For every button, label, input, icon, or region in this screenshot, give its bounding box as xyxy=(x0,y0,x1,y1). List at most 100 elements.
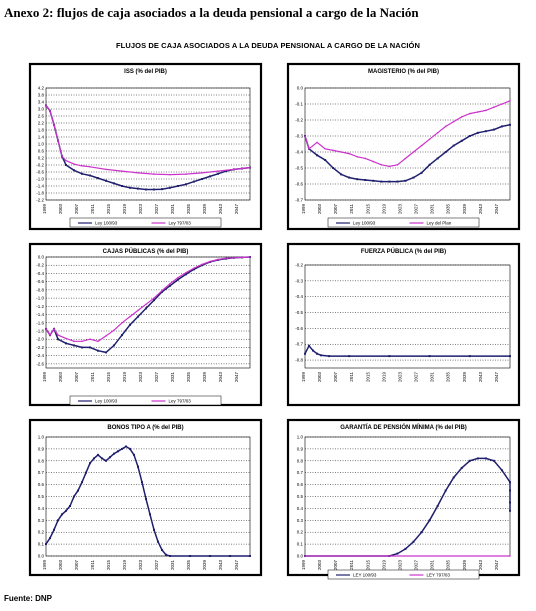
plot-area xyxy=(45,256,251,369)
data-point xyxy=(65,164,67,166)
y-tick-label: 0.0 xyxy=(297,86,304,91)
data-point xyxy=(97,177,99,180)
x-tick-label: 1999 xyxy=(301,372,306,383)
y-tick-label: -0.2 xyxy=(36,263,44,268)
x-tick-label: 1999 xyxy=(42,204,47,215)
data-point xyxy=(121,447,123,450)
x-tick-label: 2039 xyxy=(202,372,207,383)
legend-label: Ley del Plan xyxy=(427,221,452,226)
y-tick-label: -0.4 xyxy=(295,150,303,155)
data-point xyxy=(161,289,163,292)
data-point xyxy=(320,354,323,357)
data-point xyxy=(145,307,147,310)
data-point xyxy=(249,555,251,557)
data-point xyxy=(493,106,495,108)
x-tick-label: 2031 xyxy=(170,204,175,215)
data-point xyxy=(308,148,310,150)
data-point xyxy=(129,447,131,450)
x-tick-label: 2015 xyxy=(365,560,370,571)
data-point xyxy=(153,173,155,175)
data-point xyxy=(428,519,431,522)
x-tick-label: 2047 xyxy=(494,204,499,215)
data-point xyxy=(109,456,111,459)
legend-box xyxy=(69,395,222,406)
data-point xyxy=(324,148,326,150)
y-tick-label: -0.6 xyxy=(295,182,303,187)
data-point xyxy=(241,256,243,259)
y-tick-label: 0.7 xyxy=(38,470,45,475)
data-point xyxy=(185,273,187,276)
data-point xyxy=(477,111,479,113)
data-point xyxy=(65,159,67,162)
data-point xyxy=(137,465,139,468)
y-tick-label: -0.4 xyxy=(295,294,303,299)
y-tick-label: -1.0 xyxy=(36,296,44,301)
data-point xyxy=(340,151,342,153)
data-point xyxy=(125,445,127,448)
y-tick-label: -0.5 xyxy=(295,166,303,171)
data-point xyxy=(129,186,131,189)
data-point xyxy=(57,519,59,522)
x-tick-label: 2039 xyxy=(202,204,207,215)
y-tick-label: 0.9 xyxy=(38,446,45,451)
x-tick-label: 2003 xyxy=(317,560,322,571)
x-tick-label: 2035 xyxy=(186,372,191,383)
data-point xyxy=(189,555,191,557)
data-point xyxy=(509,501,511,504)
data-point xyxy=(201,263,203,266)
data-point xyxy=(316,141,318,144)
y-tick-label: 0.3 xyxy=(38,518,45,523)
y-tick-label: 2.6 xyxy=(38,114,45,119)
legend-label: Ley 797/03 xyxy=(169,399,192,404)
x-tick-label: 2039 xyxy=(462,204,467,215)
data-point xyxy=(249,256,251,258)
data-point xyxy=(304,135,306,137)
x-tick-label: 1999 xyxy=(301,560,306,571)
y-tick-label: -0.6 xyxy=(36,170,44,175)
data-point xyxy=(85,471,87,474)
data-point xyxy=(153,528,155,531)
data-point xyxy=(161,188,163,191)
panel-title: BONOS TIPO A (% del PIB) xyxy=(107,425,183,431)
y-tick-label: -1.8 xyxy=(36,191,44,196)
data-point xyxy=(81,165,83,167)
y-tick-label: -0.6 xyxy=(36,279,44,284)
y-tick-label: 0.2 xyxy=(38,530,45,535)
y-tick-label: -0.2 xyxy=(295,263,303,268)
data-point xyxy=(209,175,211,178)
chart-iss: ISS (% del PIB) 4.2 3.8 3.4 3.0 2.6 2.2 1.8 1.4 1… xyxy=(28,62,263,231)
data-point xyxy=(388,180,391,183)
x-tick-label: 2015 xyxy=(106,560,111,571)
x-tick-label: 2019 xyxy=(122,560,127,571)
data-point xyxy=(233,257,235,259)
data-point xyxy=(249,166,251,169)
y-tick-label: -0.1 xyxy=(295,102,303,107)
data-point xyxy=(460,466,463,469)
series-line xyxy=(45,256,251,342)
data-point xyxy=(420,171,423,174)
x-tick-label: 2031 xyxy=(430,372,435,383)
data-point xyxy=(89,174,91,177)
panel-title: MAGISTERIO (% del PIB) xyxy=(368,69,439,75)
data-point xyxy=(217,258,219,261)
y-tick-label: 1.8 xyxy=(38,128,45,133)
data-point xyxy=(169,284,171,287)
y-tick-label: -0.6 xyxy=(295,326,303,331)
x-tick-label: 2015 xyxy=(106,204,111,215)
y-tick-label: 3.8 xyxy=(38,93,45,98)
data-point xyxy=(153,299,155,302)
x-tick-label: 2039 xyxy=(462,560,467,571)
x-tick-label: 1999 xyxy=(301,204,306,215)
data-point xyxy=(396,552,399,555)
data-point xyxy=(73,344,75,347)
data-point xyxy=(436,505,439,508)
y-tick-label: 1.0 xyxy=(38,435,45,440)
data-point xyxy=(209,555,211,557)
data-point xyxy=(113,182,115,185)
data-point xyxy=(332,167,335,169)
data-point xyxy=(157,540,159,543)
data-point xyxy=(113,452,115,455)
data-point xyxy=(308,344,311,347)
data-point xyxy=(57,334,59,336)
data-point xyxy=(452,120,455,123)
